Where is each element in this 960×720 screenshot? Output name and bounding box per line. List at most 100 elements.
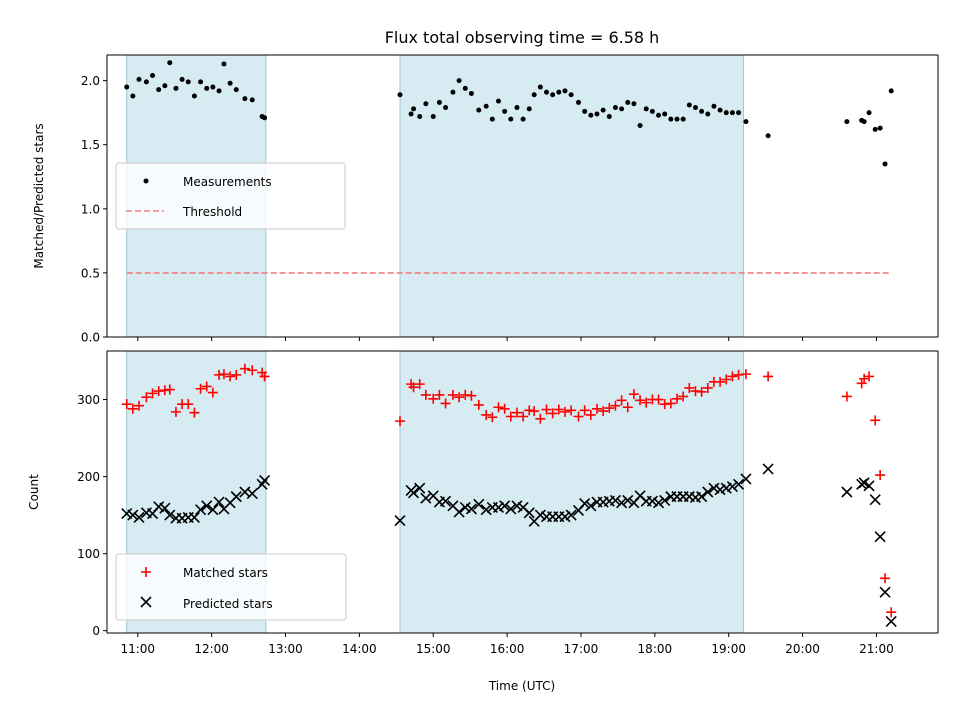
predicted-stars-point xyxy=(579,497,591,510)
x-tick-label: 20:00 xyxy=(785,642,820,656)
measurements-point xyxy=(130,93,136,99)
matched-stars-point xyxy=(616,395,627,406)
measurements-point xyxy=(204,85,210,91)
predicted-stars-point xyxy=(863,480,875,492)
predicted-stars-point xyxy=(874,531,886,543)
matched-stars-point xyxy=(408,382,419,393)
measurements-point xyxy=(462,85,468,91)
legend-label-measurements: Measurements xyxy=(183,175,272,189)
x-tick-label: 21:00 xyxy=(859,642,894,656)
measurements-point xyxy=(612,105,618,111)
matched-stars-point xyxy=(635,395,646,406)
bottom-axes-frame xyxy=(106,350,939,634)
y-tick-label: 100 xyxy=(77,547,100,561)
measurements-point xyxy=(221,61,227,67)
predicted-stars-point xyxy=(230,491,242,503)
shaded-region-2 xyxy=(400,55,744,337)
predicted-stars-point xyxy=(732,478,745,490)
y-tick-label: 200 xyxy=(77,470,100,484)
matched-stars-point xyxy=(678,391,689,402)
matched-stars-point xyxy=(440,398,451,409)
y-tick-label: 300 xyxy=(77,393,100,407)
predicted-stars-point xyxy=(420,492,432,504)
y-tick-label: 1.5 xyxy=(81,138,100,152)
measurements-point xyxy=(143,79,149,85)
matched-stars-point xyxy=(201,381,212,392)
matched-stars-point xyxy=(493,402,504,413)
top-plot-marks xyxy=(124,60,894,274)
matched-stars-point xyxy=(579,405,590,416)
top-legend: Measurements Threshold xyxy=(115,162,346,230)
x-tick-label: 11:00 xyxy=(120,642,155,656)
measurements-point xyxy=(705,111,711,117)
matched-stars-point xyxy=(880,573,891,584)
matched-stars-point xyxy=(164,384,175,395)
predicted-stars-point xyxy=(523,507,535,519)
predicted-stars-point xyxy=(652,497,665,509)
measurements-point xyxy=(495,98,501,104)
measurements-point xyxy=(136,76,142,82)
predicted-stars-point xyxy=(858,477,870,489)
measurements-point xyxy=(699,108,705,114)
y-tick-label: 0.5 xyxy=(81,266,100,280)
measurements-point xyxy=(233,87,239,93)
measurements-point xyxy=(508,116,514,122)
predicted-stars-point xyxy=(696,491,708,503)
matched-stars-point xyxy=(529,406,540,417)
matched-stars-point xyxy=(864,371,875,382)
matched-stars-point xyxy=(141,392,152,403)
measurements-point xyxy=(198,79,204,85)
predicted-stars-point xyxy=(407,487,420,499)
predicted-stars-point xyxy=(213,496,225,508)
predicted-stars-point xyxy=(465,503,477,515)
matched-stars-point xyxy=(434,389,445,400)
measurements-point xyxy=(743,119,749,125)
measurements-point xyxy=(443,105,449,111)
measurements-point xyxy=(594,111,600,117)
measurements-point xyxy=(668,116,674,122)
matched-stars-point xyxy=(553,404,564,415)
predicted-stars-point xyxy=(841,486,853,498)
predicted-stars-point xyxy=(585,500,597,512)
measurements-point xyxy=(550,92,556,98)
matched-stars-point xyxy=(481,409,492,420)
measurements-point xyxy=(124,84,130,90)
predicted-stars-point xyxy=(726,481,738,493)
measurements-point xyxy=(600,107,606,113)
measurements-point xyxy=(156,87,162,93)
matched-stars-point xyxy=(653,394,664,405)
x-tick-label: 19:00 xyxy=(711,642,746,656)
predicted-stars-point xyxy=(414,482,426,494)
legend-label-predicted-stars: Predicted stars xyxy=(183,597,273,611)
predicted-stars-point xyxy=(499,500,511,512)
predicted-stars-point xyxy=(609,494,622,507)
matched-stars-point xyxy=(447,389,458,400)
legend-marker-measurements xyxy=(143,178,149,184)
matched-stars-point xyxy=(428,393,439,404)
predicted-stars-point xyxy=(188,511,200,523)
measurements-point xyxy=(537,84,543,90)
matched-stars-point xyxy=(641,397,652,408)
measurements-point xyxy=(242,96,248,102)
measurements-point xyxy=(674,116,680,122)
x-tick-label: 18:00 xyxy=(638,642,673,656)
y-tick-label: 0.0 xyxy=(81,331,100,345)
matched-stars-point xyxy=(231,369,242,380)
measurements-point xyxy=(686,102,692,108)
predicted-stars-point xyxy=(453,506,465,518)
measurements-point xyxy=(456,78,462,84)
legend-marker-predicted-stars xyxy=(140,596,152,608)
top-y-ticks: 0.0 0.5 1.0 1.5 2.0 xyxy=(81,74,107,345)
measurements-point xyxy=(162,83,168,89)
measurements-point xyxy=(765,133,771,139)
matched-stars-point xyxy=(127,403,138,414)
measurements-point xyxy=(423,101,429,107)
matched-stars-point xyxy=(259,371,270,382)
predicted-stars-point xyxy=(159,502,171,514)
measurements-point xyxy=(562,88,568,94)
bottom-legend-box xyxy=(115,553,347,621)
x-tick-label: 14:00 xyxy=(342,642,377,656)
matched-stars-point xyxy=(466,390,477,401)
matched-stars-point xyxy=(672,393,683,404)
measurements-point xyxy=(588,112,594,118)
